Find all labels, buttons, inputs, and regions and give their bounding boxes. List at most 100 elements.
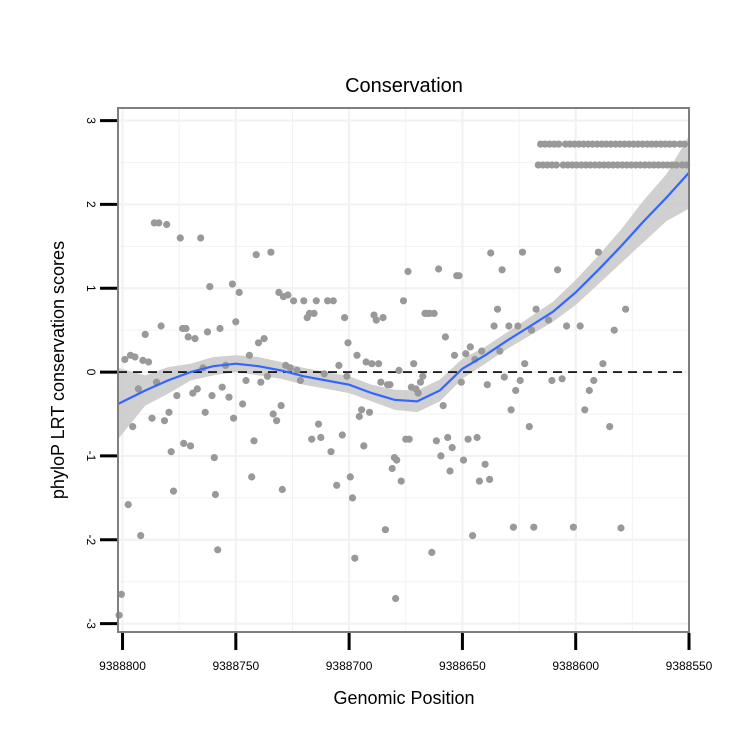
data-point bbox=[225, 393, 233, 401]
x-tick-label: 9388700 bbox=[326, 659, 373, 673]
data-point bbox=[137, 532, 145, 540]
data-point bbox=[462, 350, 470, 358]
data-point bbox=[581, 406, 589, 414]
plot-panel bbox=[115, 107, 691, 633]
data-point bbox=[134, 385, 142, 393]
data-point bbox=[554, 266, 562, 274]
data-point bbox=[278, 485, 286, 494]
data-point bbox=[493, 305, 502, 313]
data-point bbox=[448, 444, 456, 452]
y-tick-label: -2 bbox=[84, 534, 98, 545]
data-point bbox=[182, 324, 190, 333]
data-point bbox=[610, 326, 618, 334]
data-point bbox=[525, 423, 533, 431]
data-point bbox=[148, 414, 156, 422]
data-point bbox=[606, 423, 614, 431]
data-point bbox=[341, 314, 349, 322]
data-point bbox=[165, 408, 173, 416]
y-tick-label: 0 bbox=[84, 369, 98, 376]
data-point bbox=[563, 322, 571, 330]
data-point bbox=[155, 219, 163, 227]
data-point bbox=[397, 477, 405, 485]
data-point bbox=[324, 297, 332, 305]
data-point bbox=[365, 408, 374, 416]
data-point bbox=[381, 526, 389, 534]
data-point bbox=[242, 376, 250, 385]
data-point bbox=[232, 318, 240, 326]
data-point bbox=[211, 490, 219, 499]
data-point bbox=[300, 297, 308, 305]
data-point bbox=[208, 392, 216, 400]
data-point bbox=[260, 335, 268, 343]
data-point bbox=[257, 378, 265, 386]
data-point bbox=[254, 339, 263, 347]
loess-fit-line bbox=[117, 171, 690, 405]
x-axis: 9388800 9388750 9388700 9388650 9388600 93885… bbox=[99, 633, 713, 673]
data-point bbox=[327, 448, 335, 456]
plot-border bbox=[117, 107, 690, 633]
data-point bbox=[245, 351, 253, 359]
data-point bbox=[516, 376, 524, 385]
smooth-fit-layer bbox=[117, 171, 690, 405]
y-tick-label: -3 bbox=[84, 618, 98, 629]
x-tick-label: 9388800 bbox=[99, 659, 146, 673]
data-point bbox=[388, 464, 396, 473]
data-point bbox=[459, 456, 468, 464]
data-point bbox=[176, 234, 184, 242]
confidence-ribbon-layer bbox=[118, 135, 689, 440]
data-point bbox=[622, 305, 630, 313]
y-axis: -3 -2 -1 0 1 2 3 bbox=[84, 117, 117, 629]
data-point bbox=[157, 322, 165, 330]
data-point bbox=[457, 378, 465, 386]
data-point bbox=[379, 314, 387, 322]
data-point bbox=[439, 402, 447, 410]
data-point bbox=[395, 366, 403, 374]
data-point bbox=[518, 248, 527, 256]
data-point bbox=[173, 392, 181, 400]
data-point bbox=[372, 316, 380, 324]
data-point bbox=[377, 378, 385, 386]
data-point bbox=[314, 420, 323, 428]
data-point bbox=[180, 439, 188, 447]
data-point bbox=[277, 402, 285, 410]
data-point bbox=[414, 389, 422, 397]
data-point bbox=[475, 477, 483, 485]
data-point bbox=[481, 460, 489, 468]
data-point bbox=[509, 523, 517, 531]
data-point bbox=[594, 248, 603, 256]
data-point bbox=[432, 437, 440, 445]
data-point bbox=[333, 481, 341, 489]
data-point bbox=[320, 370, 328, 378]
x-tick-label: 9388600 bbox=[552, 659, 599, 673]
data-point bbox=[338, 431, 346, 439]
data-point bbox=[527, 326, 536, 334]
data-point bbox=[252, 251, 260, 259]
data-point bbox=[428, 548, 436, 557]
data-point bbox=[184, 333, 192, 341]
data-point bbox=[317, 433, 325, 442]
data-point bbox=[290, 297, 298, 305]
data-point bbox=[131, 353, 139, 361]
data-point bbox=[404, 267, 412, 276]
data-point bbox=[419, 372, 427, 380]
data-point bbox=[496, 347, 504, 355]
y-tick-label: -1 bbox=[84, 451, 98, 462]
y-tick-label: 1 bbox=[84, 285, 98, 292]
x-tick-label: 9388650 bbox=[439, 659, 486, 673]
data-point bbox=[392, 594, 400, 603]
data-point bbox=[368, 360, 376, 368]
data-point bbox=[312, 297, 320, 305]
data-point bbox=[507, 406, 515, 414]
data-point bbox=[139, 356, 147, 364]
data-point bbox=[186, 442, 195, 450]
data-point bbox=[469, 532, 477, 540]
data-point bbox=[416, 378, 425, 386]
data-point bbox=[286, 364, 294, 372]
data-point bbox=[117, 590, 125, 598]
data-point bbox=[548, 376, 556, 385]
data-point bbox=[487, 249, 495, 257]
data-point bbox=[310, 309, 318, 317]
data-point bbox=[275, 288, 283, 296]
scatter-points bbox=[115, 140, 691, 619]
